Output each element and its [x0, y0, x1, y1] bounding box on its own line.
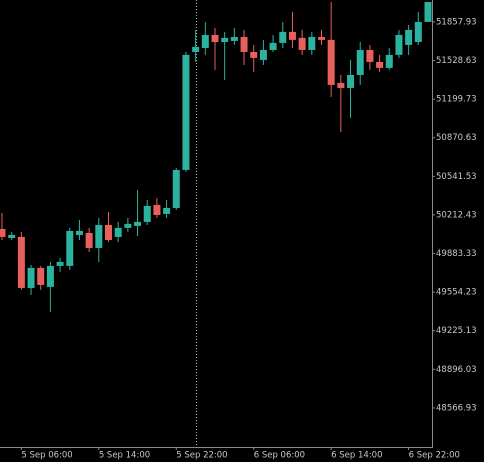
x-tick-label: 6 Sep 14:00 [331, 451, 382, 461]
x-tick-label: 6 Sep 22:00 [409, 451, 460, 461]
candle-body [269, 42, 277, 50]
candle-body [250, 51, 258, 58]
candle-body [414, 21, 422, 42]
x-tick-label: 6 Sep 06:00 [254, 451, 305, 461]
candle-body [8, 234, 16, 238]
candle-body [298, 37, 306, 50]
candle-body [134, 221, 142, 226]
candle-body [172, 169, 180, 208]
x-tick-label: 5 Sep 14:00 [99, 451, 150, 461]
candle-body [356, 49, 364, 75]
candle-body [114, 227, 122, 237]
candle-body [143, 205, 151, 222]
candle-body [288, 31, 296, 40]
candle-body [0, 228, 6, 237]
candle-body [124, 223, 132, 228]
y-tick-label: 49883.33 [436, 249, 477, 259]
candle-body [308, 36, 316, 50]
candle-body [66, 230, 74, 266]
candle-body [153, 204, 161, 215]
candle-body [27, 267, 35, 288]
candle-body [56, 261, 64, 266]
y-tick-label: 48566.93 [436, 403, 477, 413]
candle-body [424, 1, 432, 22]
candle-body [46, 265, 54, 287]
candle-body [259, 49, 267, 60]
x-tick-label: 5 Sep 22:00 [176, 451, 227, 461]
candle-body [37, 267, 45, 285]
candle-body [327, 39, 335, 85]
candle-body [337, 82, 345, 88]
candle-body [201, 34, 209, 48]
candle-body [230, 36, 238, 41]
y-tick-label: 51528.63 [436, 56, 477, 66]
candle-body [347, 74, 355, 88]
candle-body [395, 34, 403, 55]
candle-body [182, 54, 190, 170]
candle-body [240, 36, 248, 52]
candle-body [405, 29, 413, 45]
candle-body [211, 34, 219, 42]
candle-body [318, 36, 325, 40]
candle-body [75, 230, 83, 235]
candle-body [17, 236, 25, 288]
y-tick-label: 50870.63 [436, 133, 477, 143]
candle-body [366, 49, 374, 62]
x-tick-label: 5 Sep 06:00 [21, 451, 72, 461]
y-tick-label: 51199.73 [436, 95, 477, 105]
y-tick-label: 51857.93 [436, 17, 477, 27]
candle-body [376, 61, 384, 68]
candle-body [192, 46, 200, 52]
y-tick-label: 48896.03 [436, 365, 477, 375]
candle-body [279, 31, 287, 43]
candle-body [85, 232, 93, 248]
candle-body [163, 207, 171, 214]
y-tick-label: 50212.43 [436, 210, 477, 220]
candle-body [385, 54, 393, 68]
y-tick-label: 49225.13 [436, 326, 477, 336]
y-tick-label: 50541.53 [436, 172, 477, 182]
candle-body [95, 224, 103, 248]
y-tick-label: 49554.23 [436, 288, 477, 298]
candle-body [105, 224, 112, 240]
candle-body [221, 37, 229, 42]
